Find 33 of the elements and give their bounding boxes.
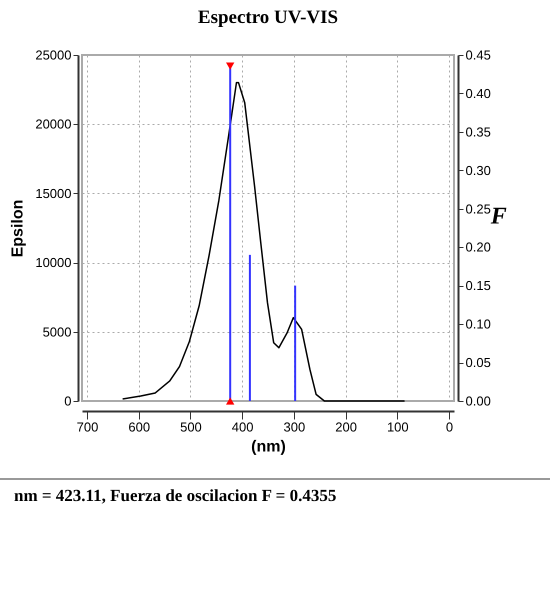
bar	[294, 286, 296, 401]
y2-tick-label: 0.40	[466, 86, 491, 101]
y2-tick-label: 0.25	[466, 201, 491, 216]
y-tick-label: 0	[64, 394, 72, 408]
y2-tick-label: 0.20	[466, 240, 491, 255]
y2-tick-label: 0.30	[466, 162, 491, 178]
y2-tick-label: 0.35	[466, 124, 491, 140]
x-tick-label: 200	[335, 420, 357, 434]
x-tick-label: 700	[76, 420, 98, 434]
y-tick-label: 10000	[35, 255, 72, 270]
y-tick-label: 5000	[42, 324, 72, 340]
y2-tick-label: 0.45	[466, 48, 491, 62]
y2-tick-label: 0.05	[466, 355, 491, 370]
x-axis-title: (nm)	[251, 438, 286, 456]
x-tick-label: 600	[128, 420, 150, 434]
x-tick-label: 0	[446, 420, 454, 434]
y2-tick-label: 0.15	[466, 278, 491, 294]
bar	[248, 254, 251, 401]
y2-tick-label: 0.00	[466, 394, 491, 408]
y-tick-label: 15000	[35, 186, 72, 201]
y-tick-label: 20000	[35, 116, 72, 132]
x-tick-label: 400	[232, 420, 254, 434]
y2-axis-title: F	[490, 204, 507, 230]
x-tick-label: 100	[386, 420, 409, 434]
y-tick-label: 25000	[35, 48, 72, 62]
chart-title: Espectro UV-VIS	[198, 7, 338, 28]
x-tick-label: 300	[284, 420, 306, 434]
y2-tick-label: 0.10	[466, 316, 491, 332]
x-tick-label: 500	[180, 420, 202, 434]
text: nm = 423.11, Fuerza de oscilacion F = 0.4355	[0, 478, 550, 512]
bar	[229, 66, 232, 401]
line-series	[122, 82, 405, 402]
y-axis-title: Epsilon	[9, 200, 26, 258]
